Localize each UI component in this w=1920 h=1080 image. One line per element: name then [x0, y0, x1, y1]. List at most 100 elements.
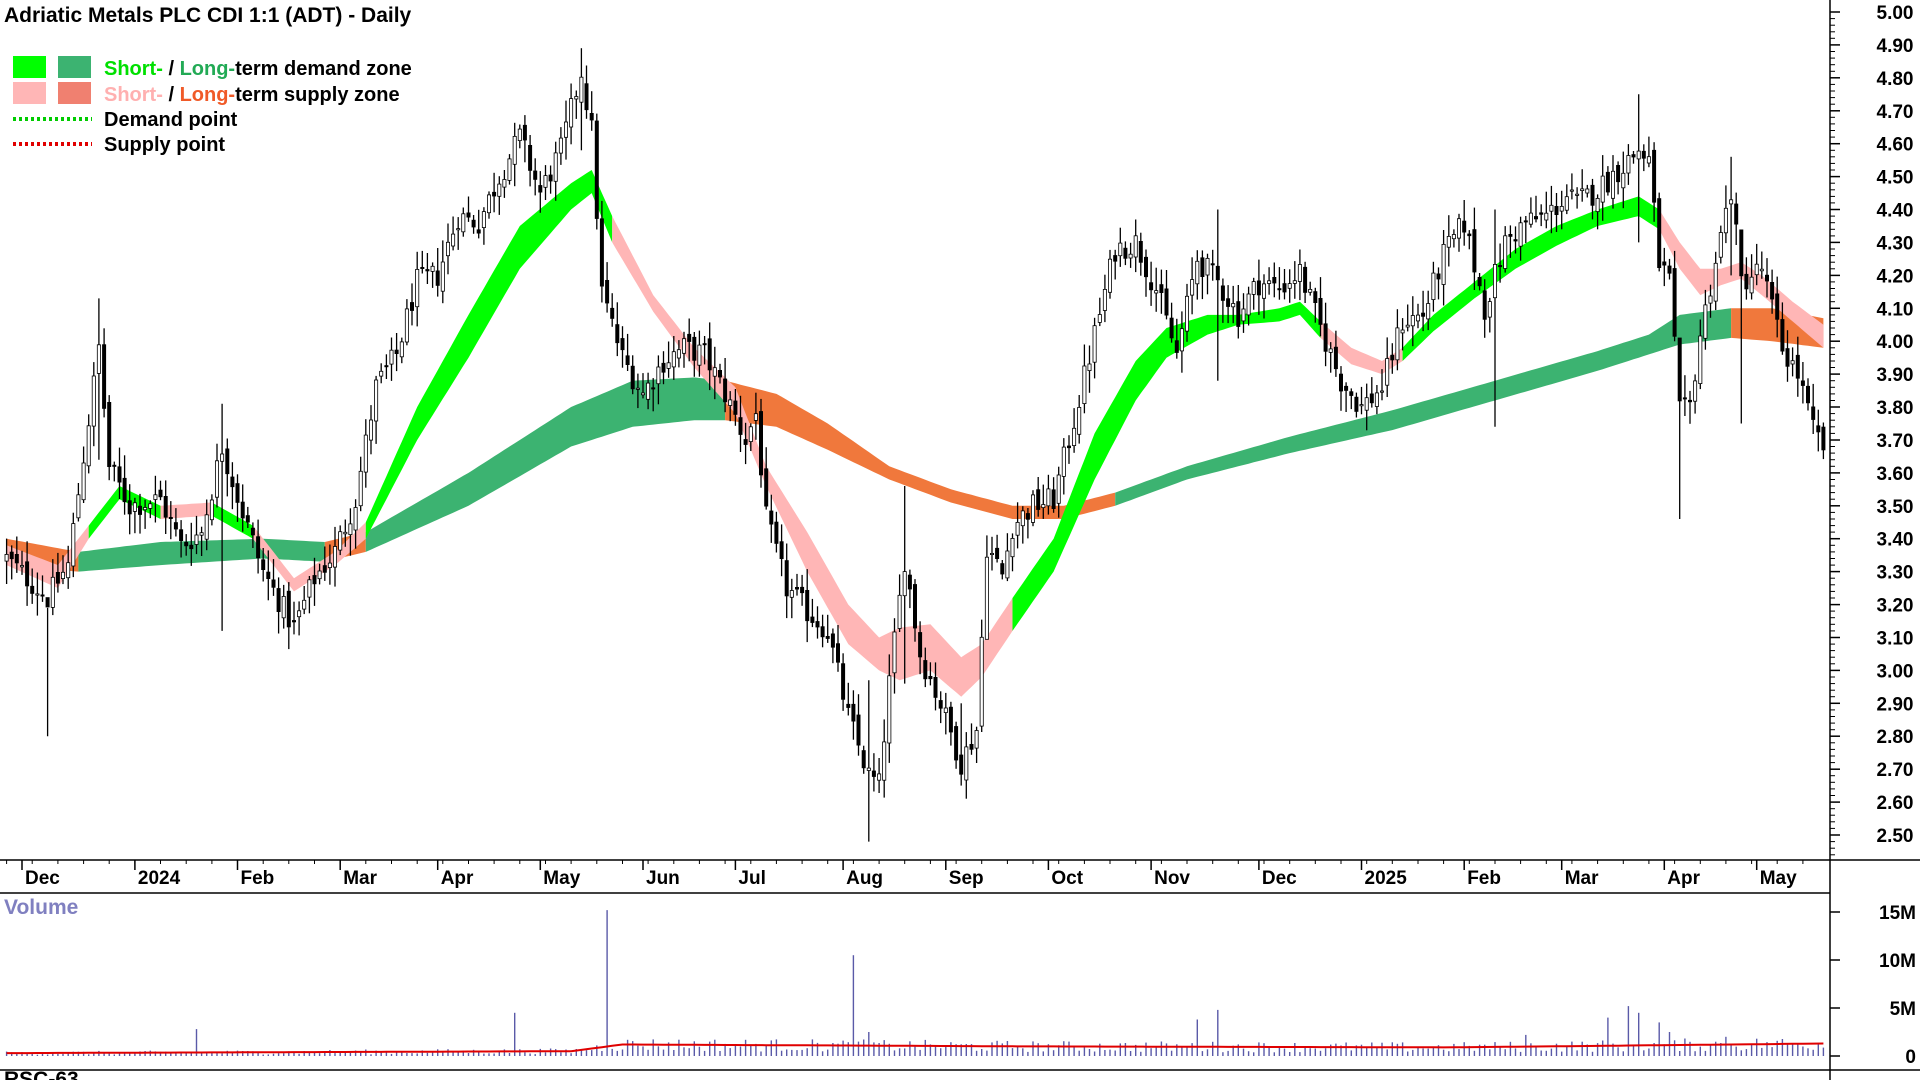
candle-body — [1015, 522, 1020, 536]
candle-body — [1790, 360, 1795, 365]
candle-body — [1698, 335, 1703, 384]
candle-body — [1087, 363, 1092, 371]
candle-body — [974, 730, 979, 749]
date-tick-label: Jun — [646, 868, 680, 889]
candle-body — [338, 531, 343, 551]
candle-body — [851, 703, 856, 722]
candle-body — [1190, 279, 1195, 296]
legend-swatch-long-demand — [58, 56, 91, 78]
candle-body — [1544, 212, 1549, 221]
candle-body — [1282, 283, 1287, 293]
candle-body — [1154, 290, 1159, 294]
candle-body — [471, 219, 476, 228]
price-tick-label: 2.50 — [1877, 826, 1914, 847]
candle-body — [466, 212, 471, 218]
price-tick-label: 2.70 — [1877, 760, 1914, 781]
legend-swatch-short-supply — [13, 82, 46, 104]
candle-body — [1082, 365, 1087, 404]
candle-body — [204, 514, 209, 540]
candle-body — [476, 229, 481, 234]
candle-body — [430, 265, 435, 272]
candle-body — [45, 597, 50, 608]
candle-body — [1354, 396, 1359, 412]
candle-body — [528, 144, 533, 171]
candle-body — [1672, 268, 1677, 337]
candle-body — [1559, 205, 1564, 212]
candle-body — [1441, 243, 1446, 285]
candle-body — [517, 128, 522, 142]
candle-body — [358, 470, 363, 507]
price-tick-label: 4.90 — [1877, 36, 1914, 57]
candle-body — [1636, 150, 1641, 160]
candle-body — [1262, 283, 1267, 299]
candle-body — [615, 324, 620, 344]
candle-body — [225, 448, 230, 475]
candle-body — [846, 703, 851, 708]
candle-body — [1174, 340, 1179, 353]
candle-body — [481, 211, 486, 229]
candle-body — [1816, 425, 1821, 433]
candle-body — [687, 333, 692, 342]
candle-body — [404, 308, 409, 343]
candle-body — [1318, 297, 1323, 325]
candle-body — [122, 477, 127, 503]
candle-body — [1118, 242, 1123, 257]
candle-body — [173, 522, 178, 530]
candle-body — [830, 633, 835, 648]
candle-body — [1744, 273, 1749, 290]
candle-body — [1410, 315, 1415, 327]
date-tick-label: May — [543, 868, 580, 889]
candle-body — [1287, 283, 1292, 289]
candle-body — [1133, 235, 1138, 258]
candle-body — [630, 365, 635, 390]
candle-body — [40, 594, 45, 597]
candle-body — [1149, 282, 1154, 291]
candle-body — [651, 387, 656, 390]
candle-body — [1580, 188, 1585, 191]
candle-body — [641, 392, 646, 396]
candle-body — [836, 643, 841, 663]
candle-body — [605, 279, 610, 304]
candle-body — [1477, 276, 1482, 287]
date-tick-label: Sep — [949, 868, 984, 889]
candle-body — [415, 268, 420, 308]
candle-body — [897, 594, 902, 629]
candle-body — [841, 663, 846, 700]
candle-body — [1005, 550, 1010, 579]
candle-body — [661, 362, 666, 373]
candle-body — [1734, 203, 1739, 225]
candle-body — [1313, 291, 1318, 304]
volume-tick-label: 15M — [1879, 903, 1916, 924]
candle-body — [789, 590, 794, 598]
candle-body — [91, 375, 96, 427]
candle-body — [810, 616, 815, 623]
candle-body — [1231, 303, 1236, 308]
candle-body — [718, 369, 723, 378]
candle-body — [1564, 196, 1569, 211]
candle-body — [990, 553, 995, 556]
legend-row-supply-zone: Short- / Long-term supply zone — [104, 84, 400, 106]
candle-body — [1759, 268, 1764, 272]
candle-body — [1518, 222, 1523, 247]
candle-body — [779, 541, 784, 560]
candle-body — [666, 362, 671, 369]
candle-body — [307, 579, 312, 598]
candle-body — [153, 494, 158, 500]
candle-body — [399, 341, 404, 358]
candle-body — [112, 464, 117, 467]
candle-body — [1457, 218, 1462, 239]
candle-body — [1077, 406, 1082, 435]
candle-body — [1431, 272, 1436, 301]
candle-body — [1554, 205, 1559, 215]
price-tick-label: 2.90 — [1877, 694, 1914, 715]
candle-body — [71, 523, 76, 567]
candle-body — [923, 660, 928, 680]
candle-body — [117, 466, 122, 483]
candle-body — [784, 560, 789, 597]
candle-body — [748, 426, 753, 442]
candle-body — [579, 76, 584, 103]
candle-body — [14, 554, 19, 564]
candle-body — [712, 367, 717, 377]
candle-body — [492, 191, 497, 197]
candle-body — [1575, 193, 1580, 196]
